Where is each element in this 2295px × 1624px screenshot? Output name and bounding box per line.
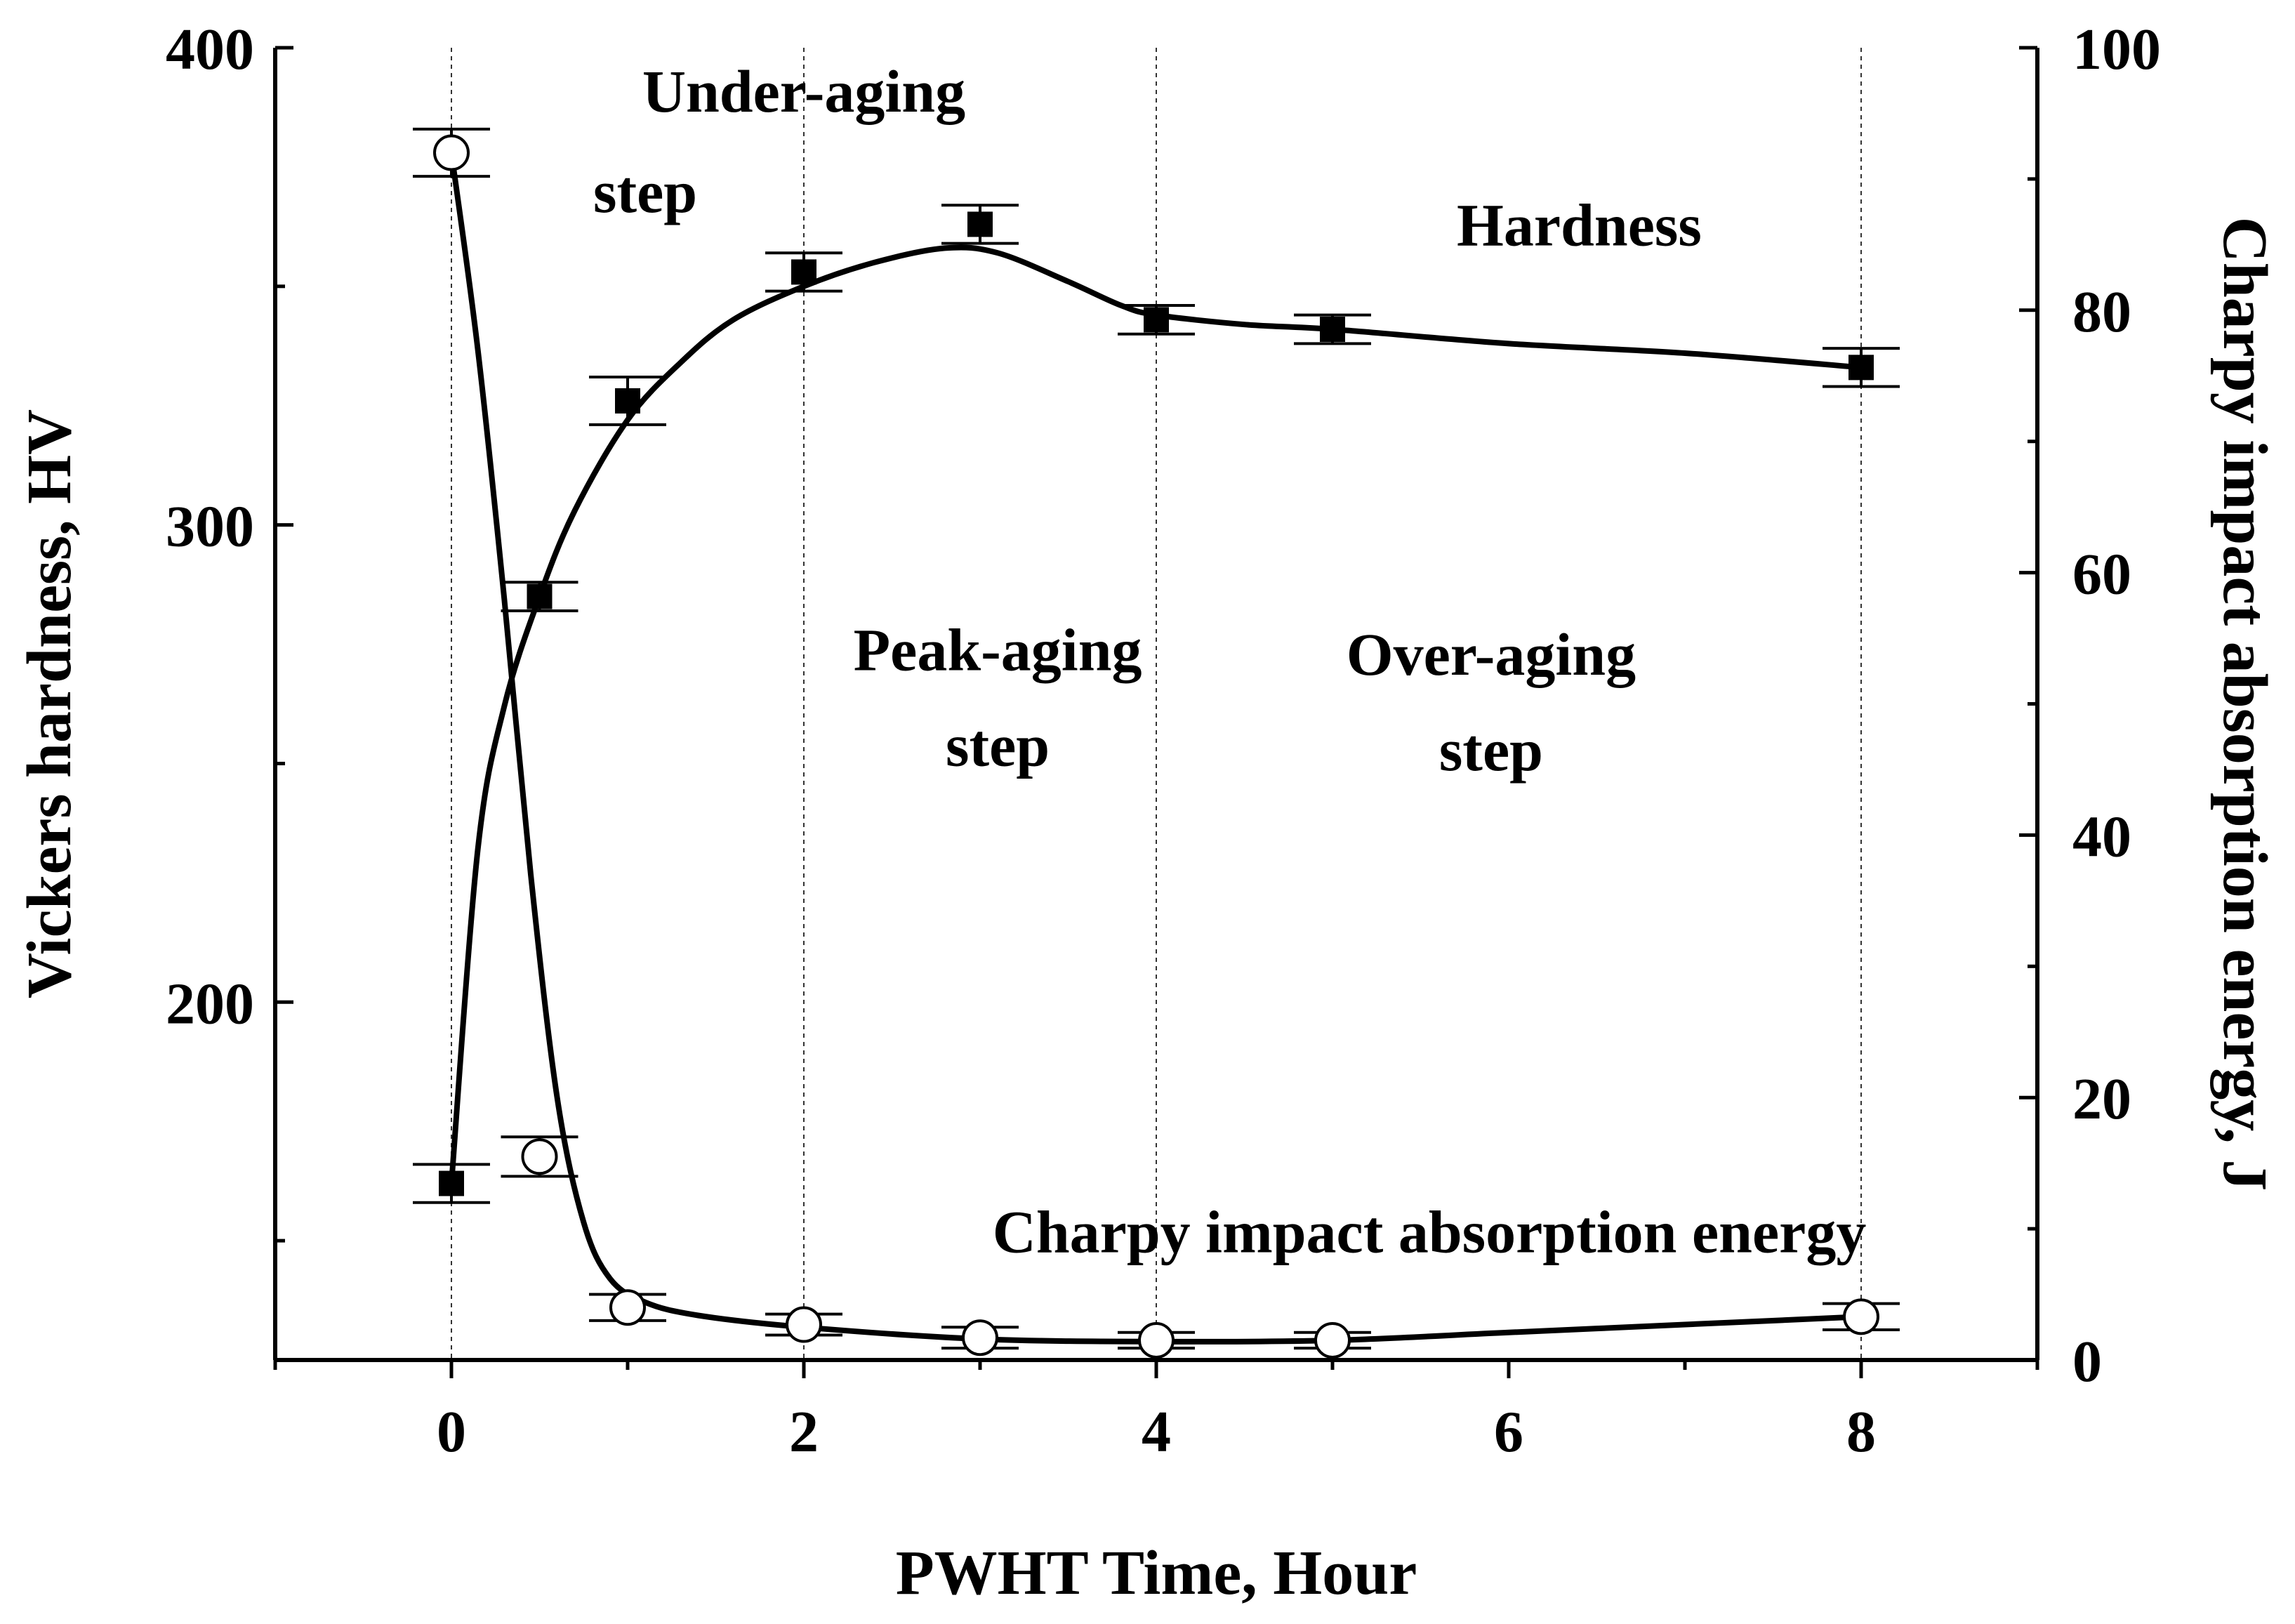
charpy-point — [1314, 1321, 1351, 1359]
ticks: 0 2 4 6 8 200 300 400 0 20 40 60 80 100 — [166, 17, 2161, 1465]
hardness-point — [791, 259, 816, 285]
x-tick-label: 4 — [1142, 1399, 1171, 1465]
annotation-label: Hardness — [1457, 191, 1702, 258]
data-series — [413, 127, 1900, 1359]
hardness-fit-line — [449, 244, 1864, 1187]
hardness-point — [1848, 355, 1874, 381]
right-y-tick-label: 20 — [2072, 1067, 2131, 1132]
annotations: Under-aging step Hardness Peak-aging step Ove… — [593, 58, 1866, 1265]
annotation-label: Peak-aging — [854, 616, 1142, 683]
left-y-tick-label: 200 — [166, 971, 254, 1036]
charpy-point — [1843, 1298, 1879, 1335]
annotation-label: step — [1439, 716, 1543, 784]
annotation-label: Under-aging — [642, 58, 965, 125]
charpy-fit-line — [449, 150, 1864, 1345]
right-y-axis-title: Charpy impact absorption energy, J — [2210, 217, 2280, 1191]
charpy-point — [521, 1138, 558, 1175]
hardness-point — [1144, 307, 1169, 333]
series-hardness — [413, 204, 1900, 1204]
right-y-tick-label: 0 — [2072, 1329, 2102, 1394]
annotation-label: Charpy impact absorption energy — [993, 1198, 1867, 1265]
hardness-point — [1320, 316, 1345, 342]
hardness-point — [615, 388, 640, 414]
x-tick-label: 2 — [789, 1399, 819, 1465]
right-y-tick-label: 60 — [2072, 542, 2131, 607]
x-tick-label: 0 — [437, 1399, 466, 1465]
charpy-point — [962, 1319, 998, 1356]
annotation-label: step — [593, 158, 697, 225]
right-y-tick-label: 40 — [2072, 804, 2131, 869]
charpy-point — [1138, 1321, 1175, 1359]
series-charpy — [413, 127, 1900, 1359]
right-y-tick-label: 100 — [2072, 17, 2161, 82]
right-y-tick-label: 80 — [2072, 279, 2131, 345]
charpy-point — [786, 1306, 822, 1343]
x-axis-title: PWHT Time, Hour — [896, 1538, 1417, 1608]
x-tick-label: 6 — [1494, 1399, 1523, 1465]
annotation-label: step — [946, 711, 1050, 779]
left-y-tick-label: 300 — [166, 494, 254, 560]
hardness-point — [527, 583, 553, 609]
hardness-point — [439, 1170, 464, 1196]
left-y-axis-title: Vickers hardness, HV — [15, 409, 84, 998]
left-y-tick-label: 400 — [166, 17, 254, 82]
hardness-point — [967, 211, 993, 237]
charpy-point — [433, 134, 470, 171]
charpy-point — [609, 1289, 646, 1326]
annotation-label: Over-aging — [1347, 621, 1636, 688]
x-tick-label: 8 — [1846, 1399, 1876, 1465]
